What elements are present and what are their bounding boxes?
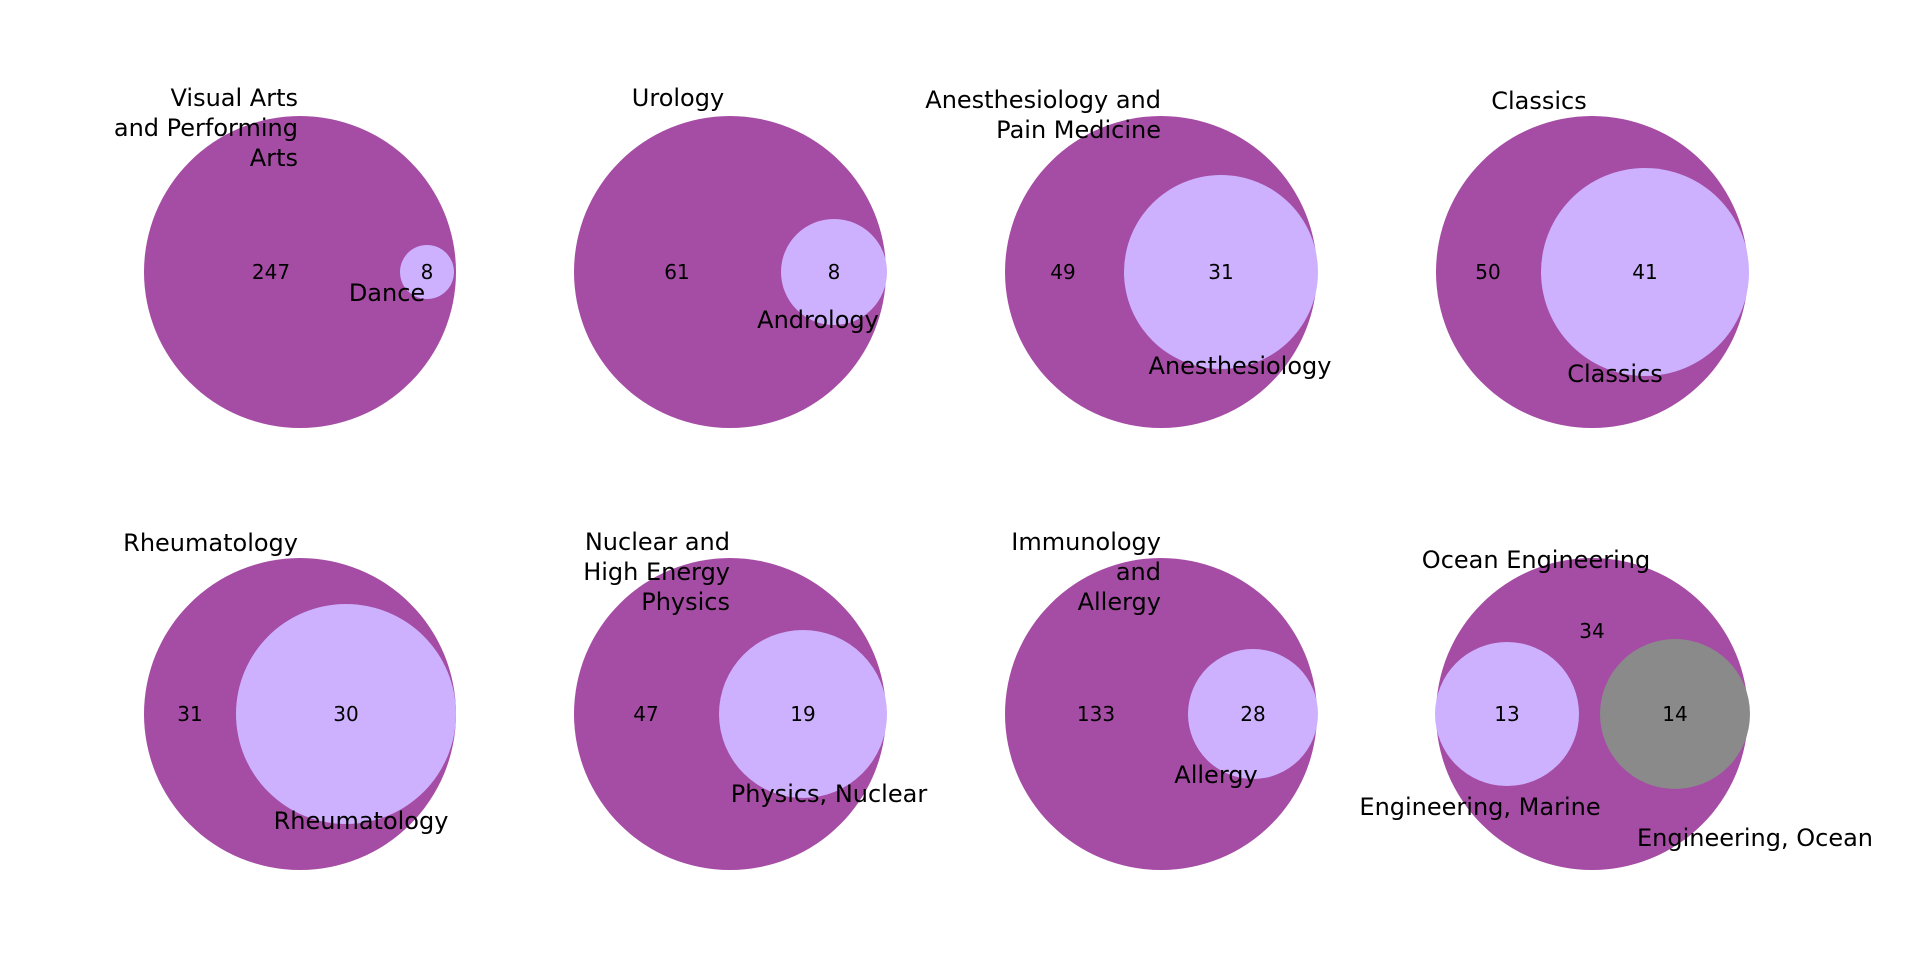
inner-set-label-line: Andrology (757, 306, 879, 334)
venn-panel: Classics 50 41 Classics (1436, 87, 1749, 428)
inner-set-label-line: Allergy (1174, 761, 1257, 789)
inner-set-count: 8 (828, 260, 841, 284)
inner-set-count: 30 (333, 702, 358, 726)
outer-set-circle (144, 116, 456, 428)
inner-set-circle (1435, 642, 1579, 786)
outer-set-label-line: Pain Medicine (996, 116, 1161, 144)
outer-only-count: 34 (1579, 619, 1604, 643)
inner-set-count: 31 (1208, 260, 1233, 284)
inner-set-label: Engineering, Marine (1359, 793, 1600, 821)
outer-only-count: 47 (633, 702, 658, 726)
inner-set-count: 28 (1240, 702, 1265, 726)
outer-set-label: Classics (1491, 87, 1587, 115)
outer-set-label-line: Ocean Engineering (1422, 546, 1650, 574)
outer-set-label-line: Arts (250, 144, 298, 172)
inner-set-label-line: Dance (349, 279, 425, 307)
inner-set-count: 13 (1494, 702, 1519, 726)
inner-set-label-line: Rheumatology (274, 807, 449, 835)
outer-set-label-line: Nuclear and (585, 528, 730, 556)
outer-only-count: 49 (1050, 260, 1075, 284)
inner-set-count: 8 (421, 260, 434, 284)
venn-panel: Anesthesiology and Pain Medicine 49 31 Anest… (925, 86, 1331, 428)
outer-set-label-line: Urology (632, 84, 724, 112)
outer-set-circle (1005, 558, 1317, 870)
venn-panel: Ocean Engineering 34 13 Engineering, Marine… (1359, 546, 1873, 870)
inner-set-label: Engineering, Ocean (1637, 824, 1873, 852)
inner-set-label: Physics, Nuclear (731, 780, 928, 808)
outer-set-label: Ocean Engineering (1422, 546, 1650, 574)
inner-set-label-line: Engineering, Marine (1359, 793, 1600, 821)
outer-set-label-line: Immunology (1011, 528, 1161, 556)
outer-set-label-line: and (1116, 558, 1161, 586)
outer-set-label-line: High Energy (583, 558, 730, 586)
outer-only-count: 247 (252, 260, 290, 284)
inner-set-circle (236, 604, 456, 824)
inner-set-label: Anesthesiology (1149, 352, 1332, 380)
inner-set-label: Dance (349, 279, 425, 307)
outer-set-label-line: Classics (1491, 87, 1587, 115)
outer-set-label-line: Allergy (1078, 588, 1161, 616)
inner-set-label-line: Classics (1567, 360, 1663, 388)
inner-set-count: 41 (1632, 260, 1657, 284)
outer-set-label: Immunology and Allergy (1011, 528, 1161, 616)
venn-panel: Nuclear and High Energy Physics 47 19 Physics… (574, 528, 927, 870)
inner-set-circle (719, 630, 887, 798)
outer-set-label: Nuclear and High Energy Physics (583, 528, 730, 616)
outer-set-circle (574, 116, 886, 428)
outer-set-label-line: and Performing (114, 114, 298, 142)
inner-set-count: 14 (1662, 702, 1687, 726)
outer-set-circle (1436, 558, 1748, 870)
outer-only-count: 61 (664, 260, 689, 284)
outer-set-label-line: Visual Arts (171, 84, 298, 112)
inner-set-circle (1124, 175, 1318, 369)
outer-set-label-line: Anesthesiology and (925, 86, 1161, 114)
outer-only-count: 31 (177, 702, 202, 726)
outer-set-label: Visual Arts and Performing Arts (114, 84, 298, 172)
venn-panel: Rheumatology 31 30 Rheumatology (123, 529, 456, 870)
inner-set-count: 19 (790, 702, 815, 726)
outer-set-label: Rheumatology (123, 529, 298, 557)
inner-set-label: Classics (1567, 360, 1663, 388)
inner-set-circle (781, 219, 887, 325)
inner-set-label: Rheumatology (274, 807, 449, 835)
inner-set-label-line: Engineering, Ocean (1637, 824, 1873, 852)
outer-set-label-line: Physics (641, 588, 730, 616)
venn-panel: Urology 61 8 Andrology (574, 84, 887, 428)
inner-set-circle (1600, 639, 1750, 789)
outer-set-label-line: Rheumatology (123, 529, 298, 557)
outer-only-count: 50 (1475, 260, 1500, 284)
outer-set-label: Anesthesiology and Pain Medicine (925, 86, 1161, 144)
inner-set-circle (400, 245, 454, 299)
inner-set-label: Andrology (757, 306, 879, 334)
inner-set-label-line: Physics, Nuclear (731, 780, 928, 808)
inner-set-label: Allergy (1174, 761, 1257, 789)
outer-set-label: Urology (632, 84, 724, 112)
inner-set-circle (1541, 168, 1749, 376)
inner-set-circle (1188, 649, 1318, 779)
inner-set-label-line: Anesthesiology (1149, 352, 1332, 380)
outer-only-count: 133 (1077, 702, 1115, 726)
